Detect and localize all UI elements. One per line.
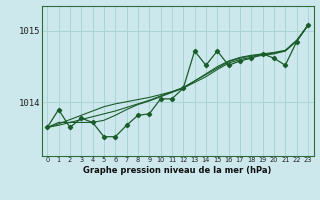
X-axis label: Graphe pression niveau de la mer (hPa): Graphe pression niveau de la mer (hPa) <box>84 166 272 175</box>
